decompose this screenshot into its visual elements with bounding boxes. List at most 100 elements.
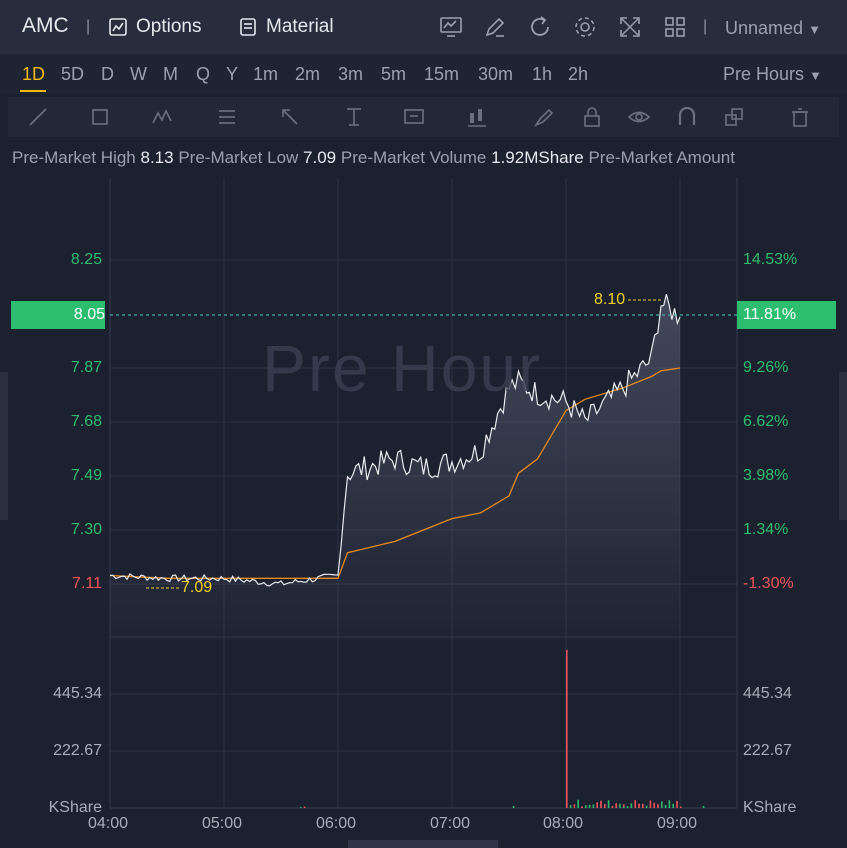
tf-30m[interactable]: 30m — [478, 64, 514, 84]
eye-icon[interactable] — [627, 105, 651, 129]
session-select[interactable]: Pre Hours ▼ — [723, 64, 822, 85]
volume-value: 1.92MShare — [491, 148, 584, 167]
x-tick: 09:00 — [657, 815, 698, 832]
volume-bar — [623, 806, 625, 808]
price-tick: 7.11 — [72, 575, 102, 592]
bottom-panel-handle[interactable] — [348, 840, 498, 848]
layers-icon[interactable] — [722, 105, 746, 129]
tf-15m[interactable]: 15m — [424, 64, 460, 84]
grid-icon[interactable] — [662, 14, 688, 40]
volume-bar — [642, 803, 644, 808]
volume-bar — [596, 802, 598, 808]
tf-2h[interactable]: 2h — [568, 64, 589, 84]
volume-bar — [672, 803, 674, 808]
volume-bar — [300, 807, 302, 808]
fib-tool-icon[interactable] — [215, 105, 239, 129]
text-tool-icon[interactable] — [402, 105, 426, 129]
volume-bar — [573, 804, 576, 808]
high-marker-label: 8.10 — [594, 291, 626, 308]
tf-d[interactable]: D — [101, 64, 114, 84]
x-tick: 08:00 — [543, 815, 584, 832]
lock-icon[interactable] — [580, 105, 604, 129]
volume-bar — [664, 804, 667, 808]
volume-label: Pre-Market Volume — [340, 148, 487, 167]
edit-icon[interactable] — [482, 14, 508, 40]
measure-tool-icon[interactable] — [342, 105, 366, 129]
tf-2m[interactable]: 2m — [295, 64, 321, 84]
pct-tick: 1.34% — [743, 521, 789, 538]
volume-bar — [661, 807, 663, 808]
arrow-tool-icon[interactable] — [278, 105, 302, 129]
refresh-icon[interactable] — [527, 14, 553, 40]
volume-bar — [668, 800, 671, 808]
timeframe-bar: 1D 5D D W M Q Y 1m 2m 3m 5m 15m 30m 1h 2… — [0, 54, 847, 94]
top-toolbar: AMC | Options Material | Unnamed ▼ — [0, 0, 847, 54]
right-panel-handle[interactable] — [839, 372, 847, 520]
volume-bar — [649, 800, 652, 808]
volume-bar — [611, 805, 614, 808]
tf-5d[interactable]: 5D — [61, 64, 85, 84]
trash-icon[interactable] — [788, 105, 812, 129]
layout-label: Unnamed — [725, 18, 804, 38]
volume-bar — [653, 802, 655, 808]
chevron-down-icon: ▼ — [809, 68, 822, 83]
volume-bar — [581, 806, 583, 808]
tf-1h[interactable]: 1h — [532, 64, 553, 84]
pct-tick: 9.26% — [743, 359, 789, 376]
candle-tool-icon[interactable] — [465, 105, 489, 129]
volume-tick: 445.34 — [743, 685, 792, 702]
rectangle-tool-icon[interactable] — [88, 105, 112, 129]
material-button[interactable]: Material — [238, 16, 334, 38]
tf-1d[interactable]: 1D — [22, 64, 46, 84]
pattern-tool-icon[interactable] — [150, 105, 174, 129]
volume-tick: 222.67 — [53, 742, 102, 759]
price-tick: 7.68 — [70, 413, 102, 430]
price-tick: 7.87 — [70, 359, 102, 376]
chart-settings-icon[interactable] — [438, 14, 464, 40]
volume-bar — [676, 800, 678, 808]
price-tick: 7.49 — [70, 467, 102, 484]
volume-bar — [630, 803, 633, 808]
left-panel-handle[interactable] — [0, 372, 8, 520]
volume-bar — [702, 806, 705, 808]
tf-5m[interactable]: 5m — [381, 64, 407, 84]
volume-tick: 445.34 — [53, 685, 102, 702]
amount-label: Pre-Market Amount — [588, 148, 735, 167]
low-marker-label: 7.09 — [181, 579, 213, 596]
magnet-icon[interactable] — [675, 105, 699, 129]
volume-bar — [645, 805, 648, 808]
brush-tool-icon[interactable] — [532, 105, 556, 129]
material-label: Material — [266, 16, 334, 37]
tf-w[interactable]: W — [130, 64, 147, 84]
gear-icon[interactable] — [572, 14, 598, 40]
volume-bar — [638, 803, 640, 808]
chart-watermark: Pre Hour — [262, 331, 543, 405]
drawing-toolbar — [8, 97, 839, 137]
low-value: 7.09 — [303, 148, 337, 167]
price-tick: 7.30 — [70, 521, 102, 538]
tf-y[interactable]: Y — [226, 64, 239, 84]
volume-bar — [623, 804, 625, 808]
pct-tick: -1.30% — [743, 575, 794, 592]
volume-bar — [588, 804, 591, 808]
active-tab-underline — [20, 90, 46, 92]
tf-q[interactable]: Q — [196, 64, 211, 84]
high-value: 8.13 — [140, 148, 174, 167]
volume-bar — [615, 803, 617, 808]
volume-bar — [634, 800, 636, 808]
layout-select[interactable]: Unnamed ▼ — [725, 18, 821, 39]
tf-1m[interactable]: 1m — [253, 64, 279, 84]
premarket-stats: Pre-Market High 8.13 Pre-Market Low 7.09… — [12, 148, 847, 168]
options-button[interactable]: Options — [108, 16, 201, 38]
volume-bar — [604, 804, 606, 808]
volume-bars — [300, 649, 705, 808]
price-tick: 8.25 — [70, 251, 102, 268]
tf-m[interactable]: M — [163, 64, 178, 84]
x-tick: 07:00 — [430, 815, 471, 832]
volume-bar — [619, 803, 621, 808]
fullscreen-icon[interactable] — [617, 14, 643, 40]
trendline-tool-icon[interactable] — [26, 105, 50, 129]
volume-bar — [680, 806, 682, 808]
tf-3m[interactable]: 3m — [338, 64, 364, 84]
